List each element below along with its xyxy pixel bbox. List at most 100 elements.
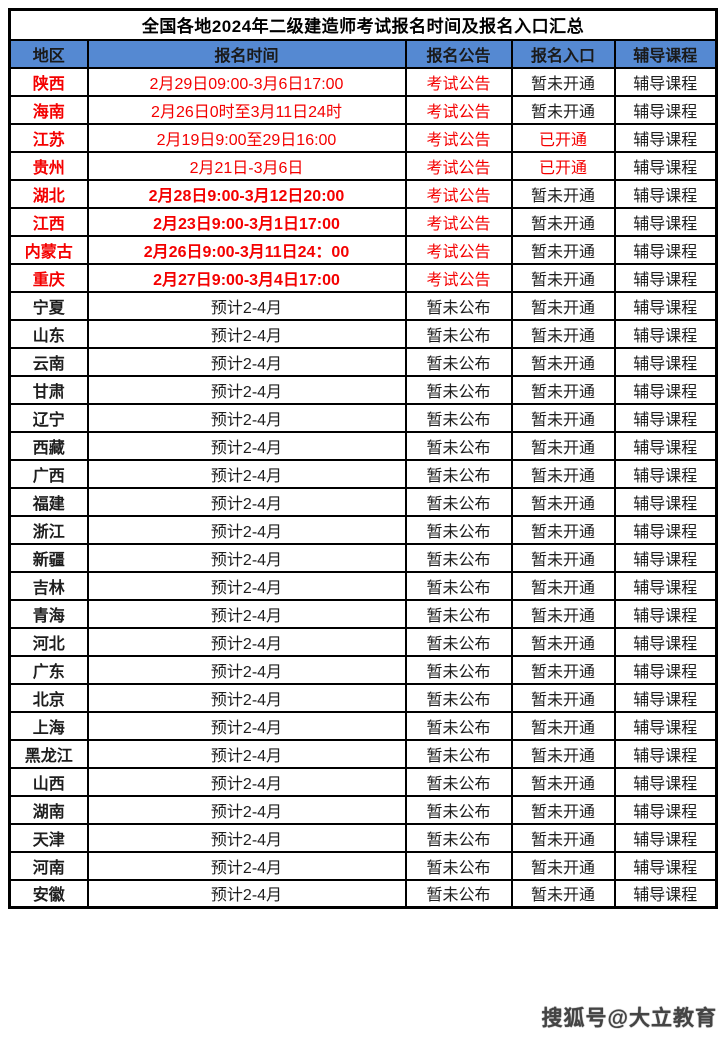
notice-link[interactable]: 考试公告 xyxy=(404,178,513,209)
course-link[interactable]: 辅导课程 xyxy=(613,178,718,209)
course-link[interactable]: 辅导课程 xyxy=(613,458,718,489)
course-link[interactable]: 辅导课程 xyxy=(613,486,718,517)
table-row: 陕西 2月29日09:00-3月6日17:00 考试公告 暂未开通 辅导课程 xyxy=(8,66,718,97)
notice-link[interactable]: 暂未公布 xyxy=(404,822,513,853)
entry-status: 暂未开通 xyxy=(510,682,616,713)
table-row: 山东 预计2-4月 暂未公布 暂未开通 辅导课程 xyxy=(8,318,718,349)
notice-link[interactable]: 暂未公布 xyxy=(404,514,513,545)
entry-status: 暂未开通 xyxy=(510,486,616,517)
region-cell: 山西 xyxy=(8,766,89,797)
notice-link[interactable]: 暂未公布 xyxy=(404,542,513,573)
notice-link[interactable]: 考试公告 xyxy=(404,94,513,125)
col-header-entry: 报名入口 xyxy=(510,38,616,69)
entry-status: 暂未开通 xyxy=(510,878,616,909)
region-cell: 贵州 xyxy=(8,150,89,181)
notice-link[interactable]: 暂未公布 xyxy=(404,486,513,517)
course-link[interactable]: 辅导课程 xyxy=(613,514,718,545)
region-cell: 河南 xyxy=(8,850,89,881)
time-cell: 预计2-4月 xyxy=(86,346,407,377)
course-link[interactable]: 辅导课程 xyxy=(613,206,718,237)
time-cell: 预计2-4月 xyxy=(86,514,407,545)
course-link[interactable]: 辅导课程 xyxy=(613,234,718,265)
table-row: 西藏 预计2-4月 暂未公布 暂未开通 辅导课程 xyxy=(8,430,718,461)
entry-status: 暂未开通 xyxy=(510,402,616,433)
notice-link[interactable]: 暂未公布 xyxy=(404,598,513,629)
entry-status[interactable]: 已开通 xyxy=(510,122,616,153)
course-link[interactable]: 辅导课程 xyxy=(613,598,718,629)
region-cell: 云南 xyxy=(8,346,89,377)
notice-link[interactable]: 暂未公布 xyxy=(404,626,513,657)
entry-status: 暂未开通 xyxy=(510,514,616,545)
entry-status: 暂未开通 xyxy=(510,262,616,293)
course-link[interactable]: 辅导课程 xyxy=(613,290,718,321)
course-link[interactable]: 辅导课程 xyxy=(613,66,718,97)
notice-link[interactable]: 暂未公布 xyxy=(404,738,513,769)
notice-link[interactable]: 暂未公布 xyxy=(404,878,513,909)
notice-link[interactable]: 考试公告 xyxy=(404,234,513,265)
course-link[interactable]: 辅导课程 xyxy=(613,794,718,825)
entry-status[interactable]: 已开通 xyxy=(510,150,616,181)
region-cell: 山东 xyxy=(8,318,89,349)
time-cell: 预计2-4月 xyxy=(86,542,407,573)
course-link[interactable]: 辅导课程 xyxy=(613,122,718,153)
course-link[interactable]: 辅导课程 xyxy=(613,318,718,349)
table-row: 北京 预计2-4月 暂未公布 暂未开通 辅导课程 xyxy=(8,682,718,713)
course-link[interactable]: 辅导课程 xyxy=(613,542,718,573)
notice-link[interactable]: 暂未公布 xyxy=(404,766,513,797)
notice-link[interactable]: 考试公告 xyxy=(404,122,513,153)
notice-link[interactable]: 考试公告 xyxy=(404,66,513,97)
course-link[interactable]: 辅导课程 xyxy=(613,374,718,405)
notice-link[interactable]: 暂未公布 xyxy=(404,570,513,601)
notice-link[interactable]: 暂未公布 xyxy=(404,402,513,433)
notice-link[interactable]: 考试公告 xyxy=(404,262,513,293)
region-cell: 甘肃 xyxy=(8,374,89,405)
time-cell: 预计2-4月 xyxy=(86,290,407,321)
region-cell: 浙江 xyxy=(8,514,89,545)
notice-link[interactable]: 考试公告 xyxy=(404,150,513,181)
table-row: 河北 预计2-4月 暂未公布 暂未开通 辅导课程 xyxy=(8,626,718,657)
time-cell: 2月27日9:00-3月4日17:00 xyxy=(86,262,407,293)
course-link[interactable]: 辅导课程 xyxy=(613,766,718,797)
notice-link[interactable]: 考试公告 xyxy=(404,206,513,237)
region-cell: 上海 xyxy=(8,710,89,741)
course-link[interactable]: 辅导课程 xyxy=(613,346,718,377)
course-link[interactable]: 辅导课程 xyxy=(613,738,718,769)
time-cell: 预计2-4月 xyxy=(86,850,407,881)
course-link[interactable]: 辅导课程 xyxy=(613,262,718,293)
notice-link[interactable]: 暂未公布 xyxy=(404,290,513,321)
notice-link[interactable]: 暂未公布 xyxy=(404,318,513,349)
table-row: 内蒙古 2月26日9:00-3月11日24：00 考试公告 暂未开通 辅导课程 xyxy=(8,234,718,265)
region-cell: 北京 xyxy=(8,682,89,713)
region-cell: 湖南 xyxy=(8,794,89,825)
course-link[interactable]: 辅导课程 xyxy=(613,402,718,433)
notice-link[interactable]: 暂未公布 xyxy=(404,794,513,825)
course-link[interactable]: 辅导课程 xyxy=(613,150,718,181)
table-row: 吉林 预计2-4月 暂未公布 暂未开通 辅导课程 xyxy=(8,570,718,601)
course-link[interactable]: 辅导课程 xyxy=(613,850,718,881)
notice-link[interactable]: 暂未公布 xyxy=(404,430,513,461)
course-link[interactable]: 辅导课程 xyxy=(613,430,718,461)
region-cell: 青海 xyxy=(8,598,89,629)
course-link[interactable]: 辅导课程 xyxy=(613,570,718,601)
watermark: 搜狐号@大立教育 xyxy=(541,1007,717,1030)
course-link[interactable]: 辅导课程 xyxy=(613,878,718,909)
notice-link[interactable]: 暂未公布 xyxy=(404,710,513,741)
notice-link[interactable]: 暂未公布 xyxy=(404,374,513,405)
time-cell: 2月26日9:00-3月11日24：00 xyxy=(86,234,407,265)
notice-link[interactable]: 暂未公布 xyxy=(404,346,513,377)
course-link[interactable]: 辅导课程 xyxy=(613,822,718,853)
region-cell: 江西 xyxy=(8,206,89,237)
course-link[interactable]: 辅导课程 xyxy=(613,626,718,657)
table-row: 广东 预计2-4月 暂未公布 暂未开通 辅导课程 xyxy=(8,654,718,685)
notice-link[interactable]: 暂未公布 xyxy=(404,654,513,685)
course-link[interactable]: 辅导课程 xyxy=(613,682,718,713)
course-link[interactable]: 辅导课程 xyxy=(613,654,718,685)
notice-link[interactable]: 暂未公布 xyxy=(404,682,513,713)
notice-link[interactable]: 暂未公布 xyxy=(404,458,513,489)
course-link[interactable]: 辅导课程 xyxy=(613,710,718,741)
time-cell: 2月28日9:00-3月12日20:00 xyxy=(86,178,407,209)
entry-status: 暂未开通 xyxy=(510,598,616,629)
notice-link[interactable]: 暂未公布 xyxy=(404,850,513,881)
course-link[interactable]: 辅导课程 xyxy=(613,94,718,125)
